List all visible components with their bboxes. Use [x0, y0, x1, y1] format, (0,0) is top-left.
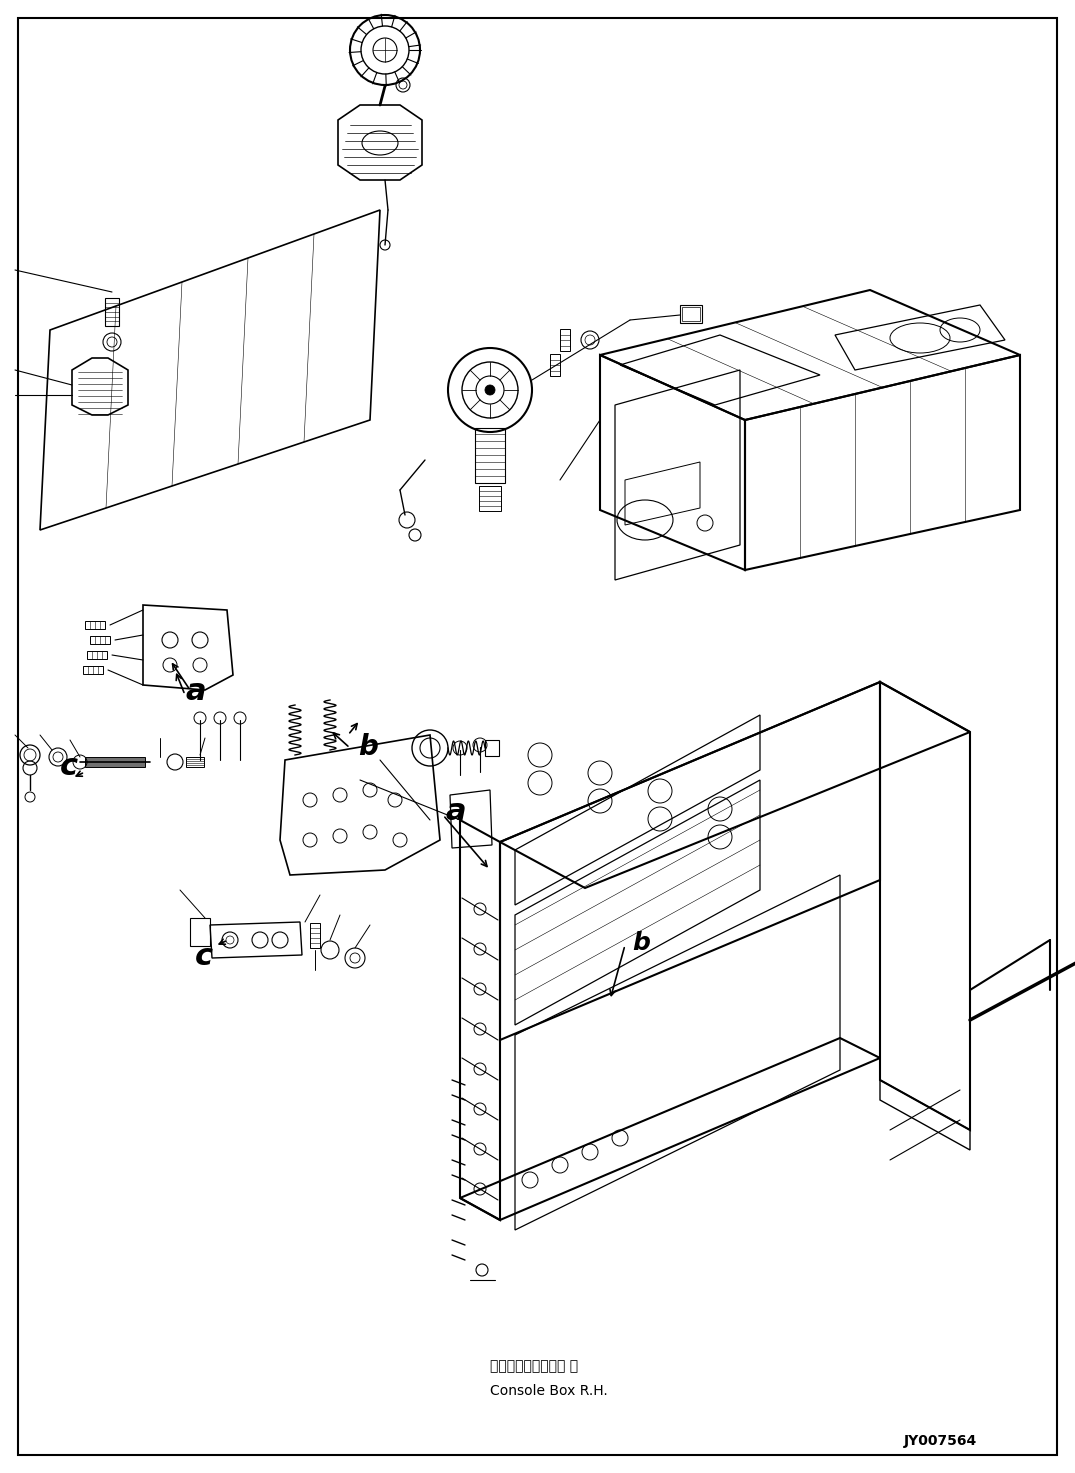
Bar — [485, 739, 499, 756]
Bar — [680, 305, 702, 323]
Text: JY007564: JY007564 — [903, 1435, 976, 1448]
Text: c: c — [60, 753, 78, 781]
Bar — [682, 306, 700, 321]
Text: コンソールボックス 右: コンソールボックス 右 — [490, 1360, 578, 1373]
Text: a: a — [185, 678, 205, 706]
Text: b: b — [358, 734, 378, 762]
Circle shape — [485, 384, 494, 395]
Text: a: a — [445, 797, 465, 826]
Bar — [190, 918, 210, 946]
Text: c: c — [195, 943, 213, 971]
Text: b: b — [632, 931, 650, 955]
Text: Console Box R.H.: Console Box R.H. — [490, 1385, 607, 1398]
